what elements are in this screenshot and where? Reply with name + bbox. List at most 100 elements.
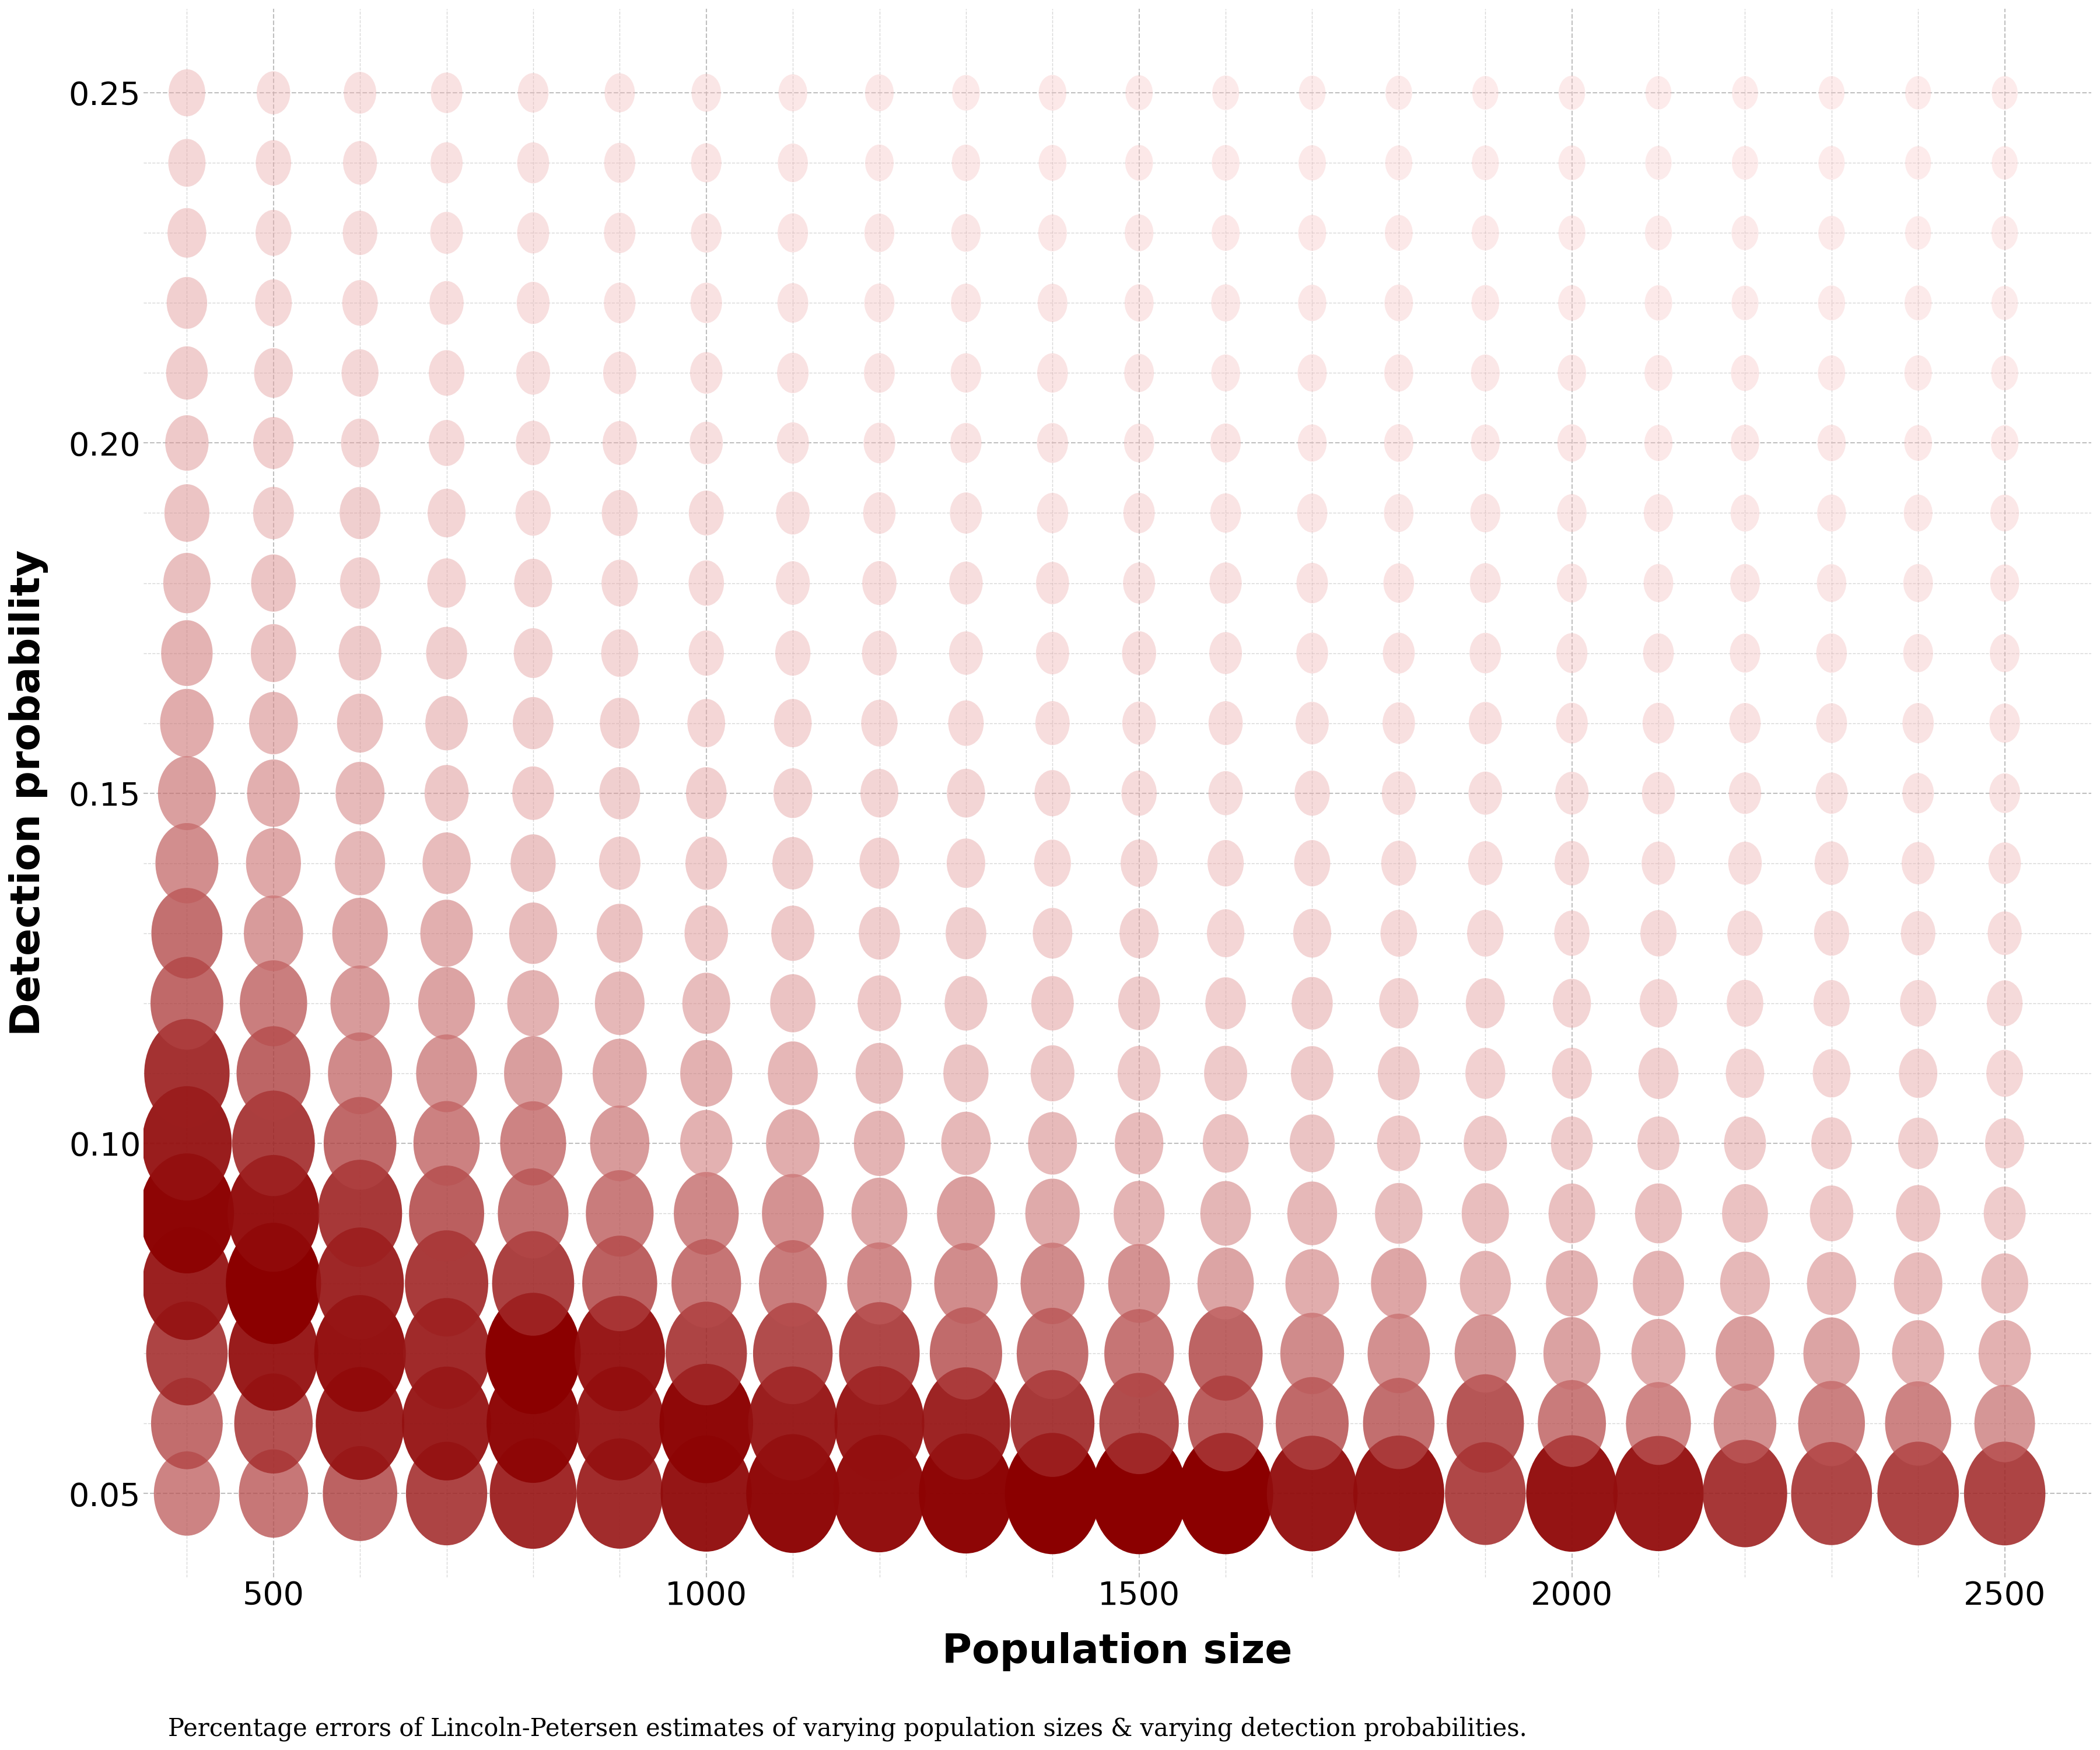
- Ellipse shape: [1119, 908, 1159, 959]
- Ellipse shape: [1552, 1048, 1592, 1099]
- Ellipse shape: [1298, 424, 1327, 462]
- Ellipse shape: [603, 490, 638, 536]
- Ellipse shape: [323, 1446, 397, 1542]
- Ellipse shape: [1730, 355, 1760, 390]
- Ellipse shape: [1730, 425, 1760, 462]
- Ellipse shape: [229, 1297, 319, 1410]
- Ellipse shape: [1040, 75, 1067, 110]
- Ellipse shape: [1798, 1381, 1865, 1466]
- Ellipse shape: [1100, 1372, 1178, 1474]
- Ellipse shape: [517, 352, 550, 396]
- Ellipse shape: [1558, 355, 1586, 392]
- Ellipse shape: [691, 144, 722, 182]
- Ellipse shape: [1964, 1442, 2045, 1545]
- Ellipse shape: [1730, 634, 1760, 672]
- Ellipse shape: [1991, 145, 2018, 180]
- Ellipse shape: [674, 1173, 739, 1255]
- Ellipse shape: [1294, 770, 1329, 816]
- Ellipse shape: [143, 1087, 231, 1200]
- Ellipse shape: [863, 562, 897, 606]
- Ellipse shape: [510, 835, 556, 892]
- Ellipse shape: [1720, 1251, 1770, 1316]
- Ellipse shape: [1033, 840, 1071, 887]
- Ellipse shape: [1210, 424, 1241, 462]
- Ellipse shape: [145, 1018, 229, 1127]
- Ellipse shape: [1991, 565, 2020, 602]
- Ellipse shape: [1121, 702, 1155, 746]
- Ellipse shape: [143, 1227, 231, 1340]
- Ellipse shape: [685, 836, 727, 891]
- Ellipse shape: [1205, 977, 1245, 1029]
- Ellipse shape: [1210, 562, 1241, 604]
- Ellipse shape: [1126, 75, 1153, 110]
- Ellipse shape: [1644, 215, 1672, 250]
- Ellipse shape: [416, 1034, 477, 1113]
- Ellipse shape: [1201, 1181, 1252, 1246]
- Ellipse shape: [1546, 1250, 1598, 1316]
- Ellipse shape: [1472, 75, 1499, 110]
- Ellipse shape: [1298, 354, 1327, 392]
- Ellipse shape: [1462, 1183, 1510, 1244]
- Ellipse shape: [1035, 632, 1069, 674]
- Ellipse shape: [405, 1230, 487, 1337]
- Ellipse shape: [1552, 978, 1592, 1027]
- Ellipse shape: [1989, 704, 2020, 742]
- Ellipse shape: [1296, 634, 1327, 674]
- Ellipse shape: [158, 756, 216, 830]
- Ellipse shape: [1817, 634, 1846, 672]
- Ellipse shape: [1384, 354, 1413, 392]
- Ellipse shape: [1210, 493, 1241, 532]
- Ellipse shape: [1472, 145, 1499, 180]
- Ellipse shape: [1470, 634, 1502, 674]
- Ellipse shape: [920, 1433, 1012, 1554]
- Ellipse shape: [1472, 285, 1499, 320]
- Ellipse shape: [762, 1174, 823, 1253]
- Ellipse shape: [227, 1155, 319, 1272]
- Ellipse shape: [846, 1242, 911, 1325]
- Ellipse shape: [237, 1026, 311, 1120]
- Ellipse shape: [239, 961, 307, 1046]
- Ellipse shape: [834, 1367, 924, 1480]
- Ellipse shape: [687, 698, 724, 747]
- Ellipse shape: [865, 284, 895, 322]
- Ellipse shape: [1817, 564, 1846, 602]
- Ellipse shape: [1901, 912, 1936, 956]
- Ellipse shape: [1985, 1187, 2027, 1241]
- Ellipse shape: [680, 1040, 733, 1106]
- Ellipse shape: [1819, 355, 1846, 390]
- Ellipse shape: [1791, 1442, 1871, 1545]
- Ellipse shape: [1037, 424, 1069, 464]
- Ellipse shape: [1644, 355, 1672, 390]
- Ellipse shape: [1819, 285, 1846, 320]
- Ellipse shape: [922, 1367, 1010, 1480]
- Ellipse shape: [1281, 1312, 1344, 1395]
- Ellipse shape: [168, 70, 206, 116]
- Ellipse shape: [1886, 1381, 1951, 1466]
- Ellipse shape: [514, 558, 552, 607]
- Ellipse shape: [1812, 1116, 1852, 1169]
- Ellipse shape: [1726, 1048, 1764, 1097]
- Ellipse shape: [598, 766, 640, 819]
- Ellipse shape: [517, 282, 550, 324]
- Ellipse shape: [575, 1367, 664, 1480]
- Ellipse shape: [865, 214, 895, 252]
- Ellipse shape: [596, 903, 643, 963]
- Ellipse shape: [1814, 842, 1848, 886]
- Ellipse shape: [1037, 493, 1069, 534]
- Ellipse shape: [1037, 284, 1067, 322]
- Ellipse shape: [1208, 910, 1245, 957]
- Ellipse shape: [777, 422, 808, 464]
- Ellipse shape: [687, 766, 727, 819]
- Ellipse shape: [1644, 493, 1674, 532]
- Ellipse shape: [1203, 1046, 1247, 1101]
- Ellipse shape: [1642, 842, 1676, 886]
- Ellipse shape: [151, 957, 223, 1050]
- Ellipse shape: [746, 1435, 840, 1552]
- Ellipse shape: [504, 1036, 563, 1111]
- Ellipse shape: [340, 556, 380, 609]
- Ellipse shape: [147, 1302, 227, 1405]
- Ellipse shape: [1298, 75, 1325, 110]
- Ellipse shape: [338, 626, 382, 681]
- Ellipse shape: [691, 352, 722, 394]
- Ellipse shape: [317, 1160, 401, 1267]
